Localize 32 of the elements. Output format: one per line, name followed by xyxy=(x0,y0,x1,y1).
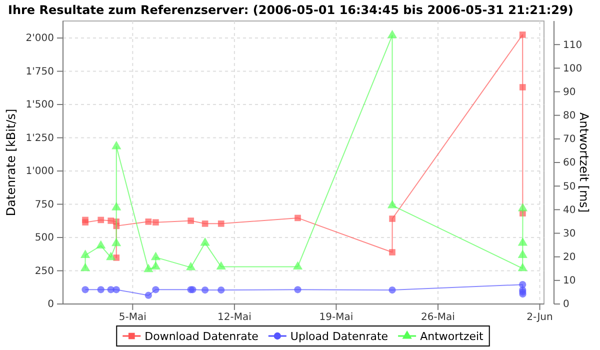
y-tick-label: 1'750 xyxy=(26,66,54,78)
y-tick-label: 0 xyxy=(48,299,54,310)
y-tick-label: 750 xyxy=(34,199,54,210)
y-tick-label: 500 xyxy=(34,232,54,244)
y2-axis-title: Antwortzeit [ms] xyxy=(577,112,591,213)
y-tick-label: 2'000 xyxy=(26,33,54,44)
x-tick-label: 5-Mai xyxy=(118,312,146,324)
y2-tick-label: 80 xyxy=(563,110,576,122)
x-tick-label: 19-Mai xyxy=(319,312,354,324)
y2-tick-label: 100 xyxy=(563,63,582,74)
y2-tick-label: 110 xyxy=(563,40,582,51)
x-tick-label: 12-Mai xyxy=(218,312,252,324)
y2-tick-label: 20 xyxy=(563,252,576,264)
legend-label: Antwortzeit xyxy=(420,330,484,343)
y-tick-label: 1'250 xyxy=(26,132,54,144)
y2-tick-label: 30 xyxy=(563,228,576,240)
y-tick-label: 1'500 xyxy=(26,100,54,111)
y2-tick-label: 60 xyxy=(563,158,576,169)
y2-tick-label: 10 xyxy=(563,276,576,287)
y2-tick-label: 40 xyxy=(563,204,576,216)
x-tick-label: 2-Jun xyxy=(526,312,553,324)
legend-label: Upload Datenrate xyxy=(290,330,388,343)
y-axis-title: Datenrate [kBit/s] xyxy=(4,108,18,216)
y2-tick-label: 70 xyxy=(563,134,576,146)
x-tick-label: 26-Mai xyxy=(421,312,455,324)
y-tick-label: 250 xyxy=(34,266,54,277)
legend-label: Download Datenrate xyxy=(144,330,259,343)
chart-title: Ihre Resultate zum Referenzserver: (2006-05-01 16:34:45 bis 2006-05-31 21:21:29) xyxy=(8,3,574,17)
y-tick-label: 1'000 xyxy=(26,166,54,178)
y2-tick-label: 0 xyxy=(563,299,570,310)
y2-tick-label: 50 xyxy=(563,181,576,192)
y2-tick-label: 90 xyxy=(563,86,576,98)
